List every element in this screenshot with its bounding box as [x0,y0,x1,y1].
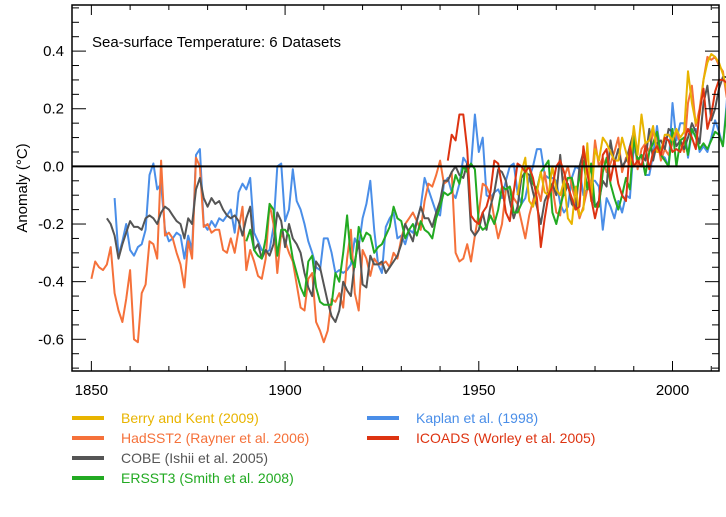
y-tick-label: -0.6 [38,331,64,348]
legend-item: ERSST3 (Smith et al. 2008) [72,469,294,487]
x-tick-label: 1900 [268,382,301,399]
series-line-2 [90,55,726,344]
legend-item: Kaplan et al. (1998) [367,409,538,427]
legend-label: ICOADS (Worley et al. 2005) [416,430,596,446]
y-tick-label: -0.4 [38,274,64,291]
legend-item: HadSST2 (Rayner et al. 2006) [72,429,309,447]
legend-label: HadSST2 (Rayner et al. 2006) [121,430,310,446]
legend-label: Kaplan et al. (1998) [416,410,539,426]
legend: Berry and Kent (2009) HadSST2 (Rayner et … [0,409,726,509]
series-line-4 [245,107,726,306]
legend-item: COBE (Ishii et al. 2005) [72,449,268,467]
chart-title: Sea-surface Temperature: 6 Datasets [92,34,341,51]
x-tick-label: 2000 [656,382,689,399]
legend-label: COBE (Ishii et al. 2005) [121,450,269,466]
legend-swatch [72,456,104,460]
legend-swatch [72,436,104,440]
y-axis-label: Anomaly (°C) [14,143,31,232]
x-tick-label: 1850 [75,382,108,399]
legend-label: ERSST3 (Smith et al. 2008) [121,470,294,486]
axes-layer: 1850 1900 1950 2000 -0.6 -0.4 -0.2 0.0 0.2 0.4 [38,4,720,399]
y-tick-label: 0.2 [43,101,64,118]
y-tick-label: -0.2 [38,216,64,233]
legend-swatch [367,436,399,440]
chart: 1850 1900 1950 2000 -0.6 -0.4 -0.2 0.0 0.2 0.4 Se… [14,4,726,399]
legend-item: Berry and Kent (2009) [72,409,259,427]
legend-item: ICOADS (Worley et al. 2005) [367,429,595,447]
series-layer [90,53,726,344]
series-line-3 [106,76,726,323]
legend-swatch [72,476,104,480]
x-tick-label: 1950 [462,382,495,399]
plot-frame [71,4,720,372]
series-line-6 [446,78,726,249]
legend-swatch [72,416,104,420]
legend-label: Berry and Kent (2009) [121,410,259,426]
y-tick-label: 0.4 [43,43,64,60]
series-line-5 [113,98,726,274]
legend-swatch [367,416,399,420]
y-tick-label: 0.0 [43,158,64,175]
